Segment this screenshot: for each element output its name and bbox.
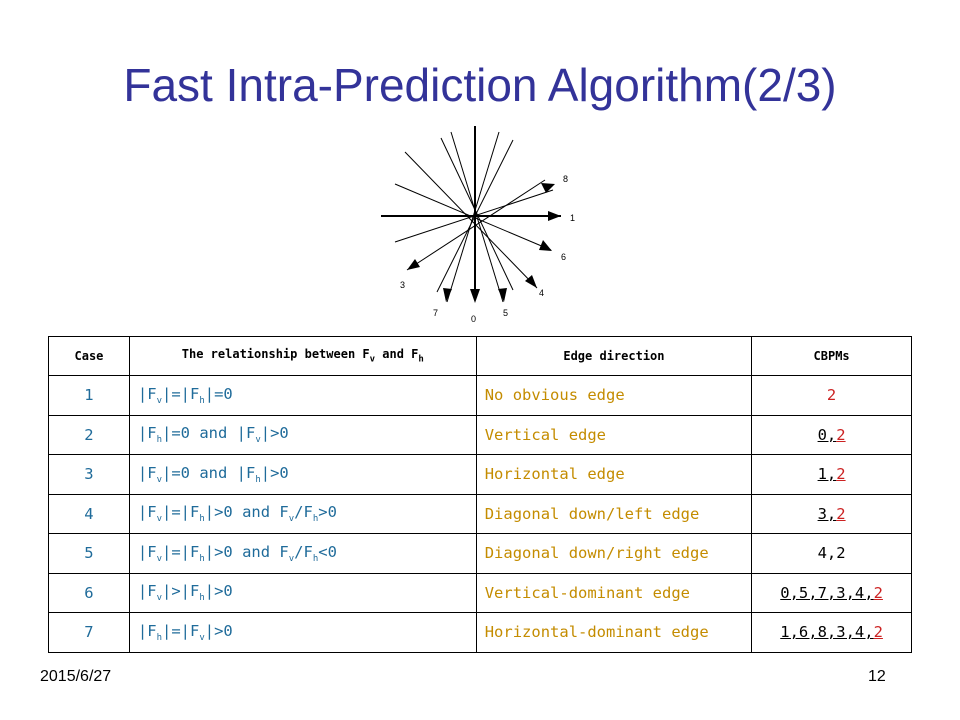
header-edge-direction: Edge direction <box>475 336 753 376</box>
cases-table: Case The relationship between Fv and Fh … <box>48 336 912 653</box>
line-a <box>440 137 514 291</box>
table-row: 3 |Fv|=0 and |Fh|>0 Horizontal edge 1,2 <box>48 454 912 495</box>
arrow-mode4 <box>525 275 537 288</box>
edge-direction-cell: Vertical edge <box>475 414 753 455</box>
relationship-cell: |Fh|=|Fv|>0 <box>128 612 477 653</box>
label-1: 1 <box>570 213 575 223</box>
header-relationship: The relationship between Fv and Fh <box>128 336 477 376</box>
header-case: Case <box>48 336 130 376</box>
arrow-mode7 <box>443 288 452 302</box>
edge-direction-cell: Vertical-dominant edge <box>475 572 753 613</box>
arrow-heads <box>407 183 561 303</box>
edge-direction-cell: Horizontal edge <box>475 454 753 495</box>
header-cbpms: CBPMs <box>751 336 912 376</box>
page-number: 12 <box>868 668 886 685</box>
edge-direction-cell: No obvious edge <box>475 375 753 416</box>
line-mode4 <box>404 151 538 289</box>
relationship-cell: |Fv|=|Fh|>0 and Fv/Fh>0 <box>128 493 477 534</box>
line-mode3 <box>406 179 546 271</box>
arrow-mode1 <box>548 211 561 221</box>
slide-title: Fast Intra-Prediction Algorithm(2/3) <box>123 59 837 111</box>
cbpms-cell: 4,2 <box>751 533 912 574</box>
arrow-mode3 <box>407 259 420 270</box>
footer-date: 2015/6/27 <box>40 668 112 685</box>
case-number: 4 <box>48 493 130 534</box>
case-number: 7 <box>48 612 130 653</box>
cbpms-cell: 1,2 <box>751 454 912 495</box>
line-mode5 <box>450 131 504 303</box>
relationship-cell: |Fv|=|Fh|>0 and Fv/Fh<0 <box>128 533 477 574</box>
edge-direction-cell: Horizontal-dominant edge <box>475 612 753 653</box>
cbpms-cell: 1,6,8,3,4,2 <box>751 612 912 653</box>
cbpms-cell: 2 <box>751 375 912 416</box>
arrow-mode6 <box>539 240 552 251</box>
edge-direction-cell: Diagonal down/right edge <box>475 533 753 574</box>
relationship-cell: |Fh|=0 and |Fv|>0 <box>128 414 477 455</box>
relationship-cell: |Fv|=0 and |Fh|>0 <box>128 454 477 495</box>
label-8: 8 <box>563 174 568 184</box>
line-mode8 <box>394 189 554 243</box>
table-row: 6 |Fv|>|Fh|>0 Vertical-dominant edge 0,5,7,… <box>48 572 912 613</box>
arrow-mode8 <box>541 183 555 193</box>
case-number: 2 <box>48 414 130 455</box>
label-3: 3 <box>400 280 405 290</box>
arrow-mode5 <box>498 288 507 302</box>
table-header-row: Case The relationship between Fv and Fh … <box>48 336 912 376</box>
label-4: 4 <box>539 288 544 298</box>
label-7: 7 <box>433 308 438 318</box>
relationship-cell: |Fv|>|Fh|>0 <box>128 572 477 613</box>
relationship-cell: |Fv|=|Fh|=0 <box>128 375 477 416</box>
label-5: 5 <box>503 308 508 318</box>
prediction-directions-diagram: 8 1 6 4 5 0 7 3 <box>381 126 575 324</box>
case-number: 6 <box>48 572 130 613</box>
table-row: 5 |Fv|=|Fh|>0 and Fv/Fh<0 Diagonal down/ri… <box>48 533 912 574</box>
cbpms-cell: 0,5,7,3,4,2 <box>751 572 912 613</box>
label-6: 6 <box>561 252 566 262</box>
arrow-mode0 <box>470 289 480 303</box>
case-number: 5 <box>48 533 130 574</box>
table-row: 4 |Fv|=|Fh|>0 and Fv/Fh>0 Diagonal down/le… <box>48 493 912 534</box>
direction-lines <box>381 126 561 303</box>
table-row: 7 |Fh|=|Fv|>0 Horizontal-dominant edge 1,6,… <box>48 612 912 653</box>
cbpms-cell: 0,2 <box>751 414 912 455</box>
label-0: 0 <box>471 314 476 324</box>
case-number: 3 <box>48 454 130 495</box>
edge-direction-cell: Diagonal down/left edge <box>475 493 753 534</box>
table-row: 2 |Fh|=0 and |Fv|>0 Vertical edge 0,2 <box>48 414 912 455</box>
case-number: 1 <box>48 375 130 416</box>
line-mode7 <box>446 131 500 303</box>
cbpms-cell: 3,2 <box>751 493 912 534</box>
table-row: 1 |Fv|=|Fh|=0 No obvious edge 2 <box>48 375 912 416</box>
